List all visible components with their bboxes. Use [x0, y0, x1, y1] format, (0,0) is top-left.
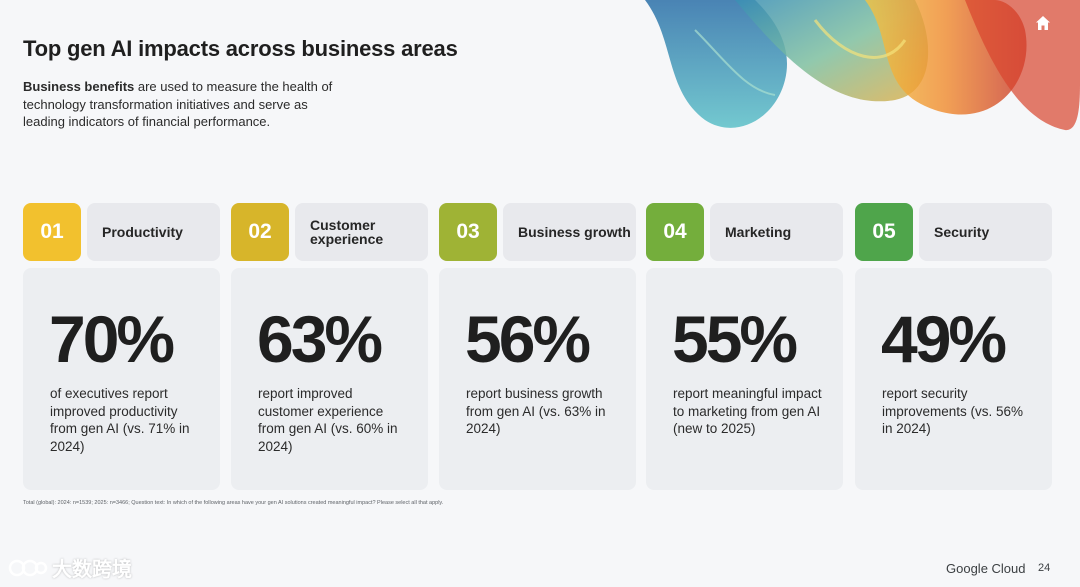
stat-percent: 70%	[49, 302, 175, 376]
stat-description: report security improvements (vs. 56% in…	[882, 386, 1024, 436]
area-number-badge: 04	[646, 203, 704, 261]
home-icon[interactable]	[1030, 10, 1056, 36]
stat-card: 56% report business growth from gen AI (…	[439, 268, 636, 490]
area-label: Marketing	[710, 203, 843, 261]
abstract-art-image	[635, 0, 1080, 150]
intro-text: Business benefits are used to measure th…	[23, 78, 343, 131]
area-label: Security	[919, 203, 1052, 261]
area-label: Customer experience	[295, 203, 428, 261]
page-number: 24	[1038, 562, 1051, 574]
watermark: 大数跨境	[8, 553, 132, 582]
watermark-logo-icon	[8, 559, 48, 576]
stat-percent: 56%	[465, 302, 591, 376]
stat-card: 70% of executives report improved produc…	[23, 268, 220, 490]
stat-card: 63% report improved customer experience …	[231, 268, 428, 490]
google-cloud-logo: Google Cloud	[946, 561, 1026, 576]
stat-description: report meaningful impact to marketing fr…	[673, 386, 822, 436]
stat-percent: 55%	[672, 302, 798, 376]
area-number-badge: 05	[855, 203, 913, 261]
area-label: Business growth	[503, 203, 636, 261]
stat-description: report improved customer experience from…	[258, 386, 398, 454]
area-number-badge: 03	[439, 203, 497, 261]
stat-card: 49% report security improvements (vs. 56…	[855, 268, 1052, 490]
area-number-badge: 02	[231, 203, 289, 261]
stat-description: report business growth from gen AI (vs. …	[466, 386, 606, 436]
footnote: Total (global): 2024: n=1539; 2025: n=34…	[23, 500, 444, 506]
page-title: Top gen AI impacts across business areas	[23, 36, 458, 61]
stat-card: 55% report meaningful impact to marketin…	[646, 268, 843, 490]
area-label: Productivity	[87, 203, 220, 261]
intro-rest-text: are used to measure the health of techno…	[23, 79, 333, 129]
stat-percent: 49%	[881, 302, 1007, 376]
stat-description: of executives report improved productivi…	[50, 386, 190, 454]
intro-bold-text: Business benefits	[23, 79, 135, 94]
watermark-text: 大数跨境	[52, 559, 132, 581]
stat-percent: 63%	[257, 302, 383, 376]
area-number-badge: 01	[23, 203, 81, 261]
